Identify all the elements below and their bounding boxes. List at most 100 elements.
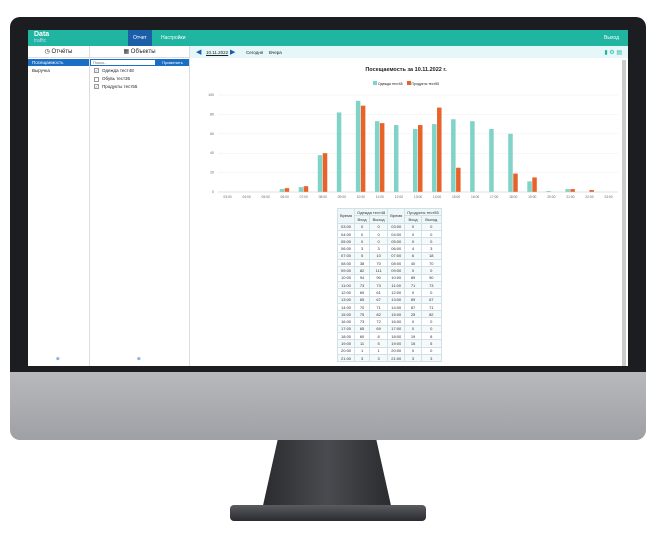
- object-item[interactable]: ✓ Одежда тест48: [94, 68, 134, 74]
- logout-button[interactable]: Выход: [604, 35, 619, 41]
- today-link[interactable]: Сегодня: [246, 50, 264, 55]
- table-cell: 0: [420, 266, 442, 275]
- bar-chart: 0 20 40 60 80 100 03:00 04:00 05:00 06:00 07:00 08:…: [208, 93, 618, 199]
- table-row: 17:00 65 69 17:00 0 0: [336, 324, 442, 334]
- table-row: 19:00 11 5 19:00 15 5: [336, 339, 442, 348]
- table-cell: 38: [354, 259, 371, 268]
- x-tick-label: 07:00: [300, 195, 308, 199]
- bar: [508, 133, 513, 192]
- table-cell: 0: [420, 288, 442, 297]
- scrollbar[interactable]: [622, 60, 626, 366]
- next-date-icon[interactable]: ▶: [230, 49, 236, 56]
- table-cell: 70: [420, 259, 442, 268]
- time-header: Время: [387, 208, 406, 224]
- prev-date-icon[interactable]: ◀: [196, 49, 202, 56]
- table-cell: 0: [369, 222, 389, 231]
- table-row: 07:00 5 10 07:00 6 18: [336, 251, 442, 261]
- table-row: 08:00 38 70 08:00 40 70: [336, 259, 442, 268]
- out-header: Выход: [369, 215, 389, 224]
- table-cell: 09:00: [387, 266, 406, 275]
- table-cell: 0: [420, 346, 442, 355]
- table-cell: 73: [354, 317, 371, 326]
- y-tick-label: 0: [212, 190, 214, 194]
- table-cell: 18:00: [336, 332, 356, 341]
- checkbox-checked[interactable]: ✓: [94, 83, 99, 89]
- x-tick-label: 17:00: [490, 195, 498, 199]
- table-cell: 18:00: [387, 332, 406, 341]
- table-cell: 15:00: [387, 310, 406, 319]
- table-cell: 08:00: [387, 259, 406, 268]
- bar: [589, 190, 594, 192]
- table-cell: 70: [369, 259, 389, 268]
- in-header: Вход: [404, 215, 422, 224]
- table-cell: 1: [354, 346, 371, 355]
- table-cell: 69: [404, 295, 422, 304]
- table-cell: 13:00: [336, 295, 356, 304]
- chart-view-icons[interactable]: ▮ ⚙ ▤: [604, 50, 622, 56]
- table-cell: 4: [404, 244, 422, 253]
- reports-panel: Посещаемость Выручка ⊕: [28, 58, 90, 366]
- table-cell: 06:00: [387, 244, 406, 253]
- table-cell: 11: [354, 339, 371, 348]
- bar: [379, 123, 385, 192]
- x-tick-label: 13:00: [414, 195, 422, 199]
- tab-report[interactable]: Отчет: [128, 30, 152, 46]
- x-tick-label: 10:00: [357, 195, 365, 199]
- legend-swatch: [406, 81, 411, 85]
- table-row: 20:00 1 1 20:00 0 0: [336, 346, 442, 355]
- chart-legend: Одежда тест48 Продукты тест55: [190, 81, 622, 86]
- table-cell: 82: [354, 266, 371, 275]
- table-cell: 0: [354, 222, 371, 231]
- table-cell: 0: [404, 237, 422, 246]
- table-row: 18:00 60 8 18:00 19 8: [336, 332, 442, 341]
- bar: [317, 155, 323, 192]
- table-cell: 12:00: [387, 288, 406, 297]
- table-cell: 89: [404, 273, 422, 282]
- x-tick-label: 23:00: [604, 195, 612, 199]
- subheader: ◷ Отчёты ▦ Объекты ◀ 10.11.2022 ▶ Сегодн…: [28, 46, 628, 58]
- checkbox[interactable]: [94, 76, 99, 82]
- table-cell: 17:00: [336, 324, 356, 334]
- object-item[interactable]: ✓ Продукты тест55: [94, 83, 138, 89]
- table-cell: 11:00: [387, 280, 406, 290]
- x-tick-label: 08:00: [319, 195, 327, 199]
- add-icon[interactable]: ⊕: [137, 356, 141, 361]
- table-cell: 5: [369, 339, 389, 348]
- add-icon[interactable]: ⊕: [56, 356, 60, 361]
- table-cell: 73: [420, 280, 442, 290]
- table-cell: 6: [404, 251, 422, 261]
- tab-settings[interactable]: Настройки: [161, 35, 186, 41]
- bar: [355, 100, 361, 192]
- bar: [360, 105, 366, 192]
- logo: Data traffic: [34, 31, 50, 44]
- table-cell: 10:00: [387, 273, 406, 282]
- date-picker[interactable]: 10.11.2022: [206, 50, 229, 55]
- apply-button[interactable]: Применить: [156, 59, 189, 66]
- report-item-revenue[interactable]: Выручка: [32, 68, 50, 73]
- table-cell: 3: [369, 353, 389, 363]
- date-nav: ◀ 10.11.2022 ▶ Сегодня Вчера ▮ ⚙ ▤: [190, 46, 628, 58]
- list-icon: ▦: [123, 49, 131, 55]
- app-screen: Data traffic Отчет Настройки Выход ◷ Отчё…: [28, 30, 628, 366]
- table-cell: 0: [404, 346, 422, 355]
- in-header: Вход: [354, 215, 371, 224]
- out-header: Выход: [420, 215, 442, 224]
- bar: [546, 191, 551, 192]
- table-cell: 11:00: [336, 280, 356, 290]
- objects-header: ▦ Объекты: [90, 46, 190, 58]
- table-row: 10:00 94 90 10:00 89 90: [336, 273, 442, 282]
- table-cell: 10:00: [336, 273, 356, 282]
- table-cell: 14:00: [387, 302, 406, 312]
- bar: [532, 177, 537, 192]
- table-cell: 13:00: [387, 295, 406, 304]
- search-input[interactable]: [90, 59, 156, 66]
- y-tick-label: 40: [210, 151, 214, 155]
- table-cell: 03:00: [336, 222, 356, 231]
- x-tick-label: 12:00: [395, 195, 403, 199]
- clock-icon: ◷: [44, 49, 52, 55]
- data-table-wrap: Время Одежда тест48 Время Продукты тест55 Вх…: [336, 207, 442, 363]
- yesterday-link[interactable]: Вчера: [269, 50, 282, 55]
- checkbox-checked[interactable]: ✓: [94, 68, 99, 74]
- object-item[interactable]: Обувь тест35: [90, 75, 189, 82]
- report-item-attendance[interactable]: Посещаемость: [28, 59, 89, 66]
